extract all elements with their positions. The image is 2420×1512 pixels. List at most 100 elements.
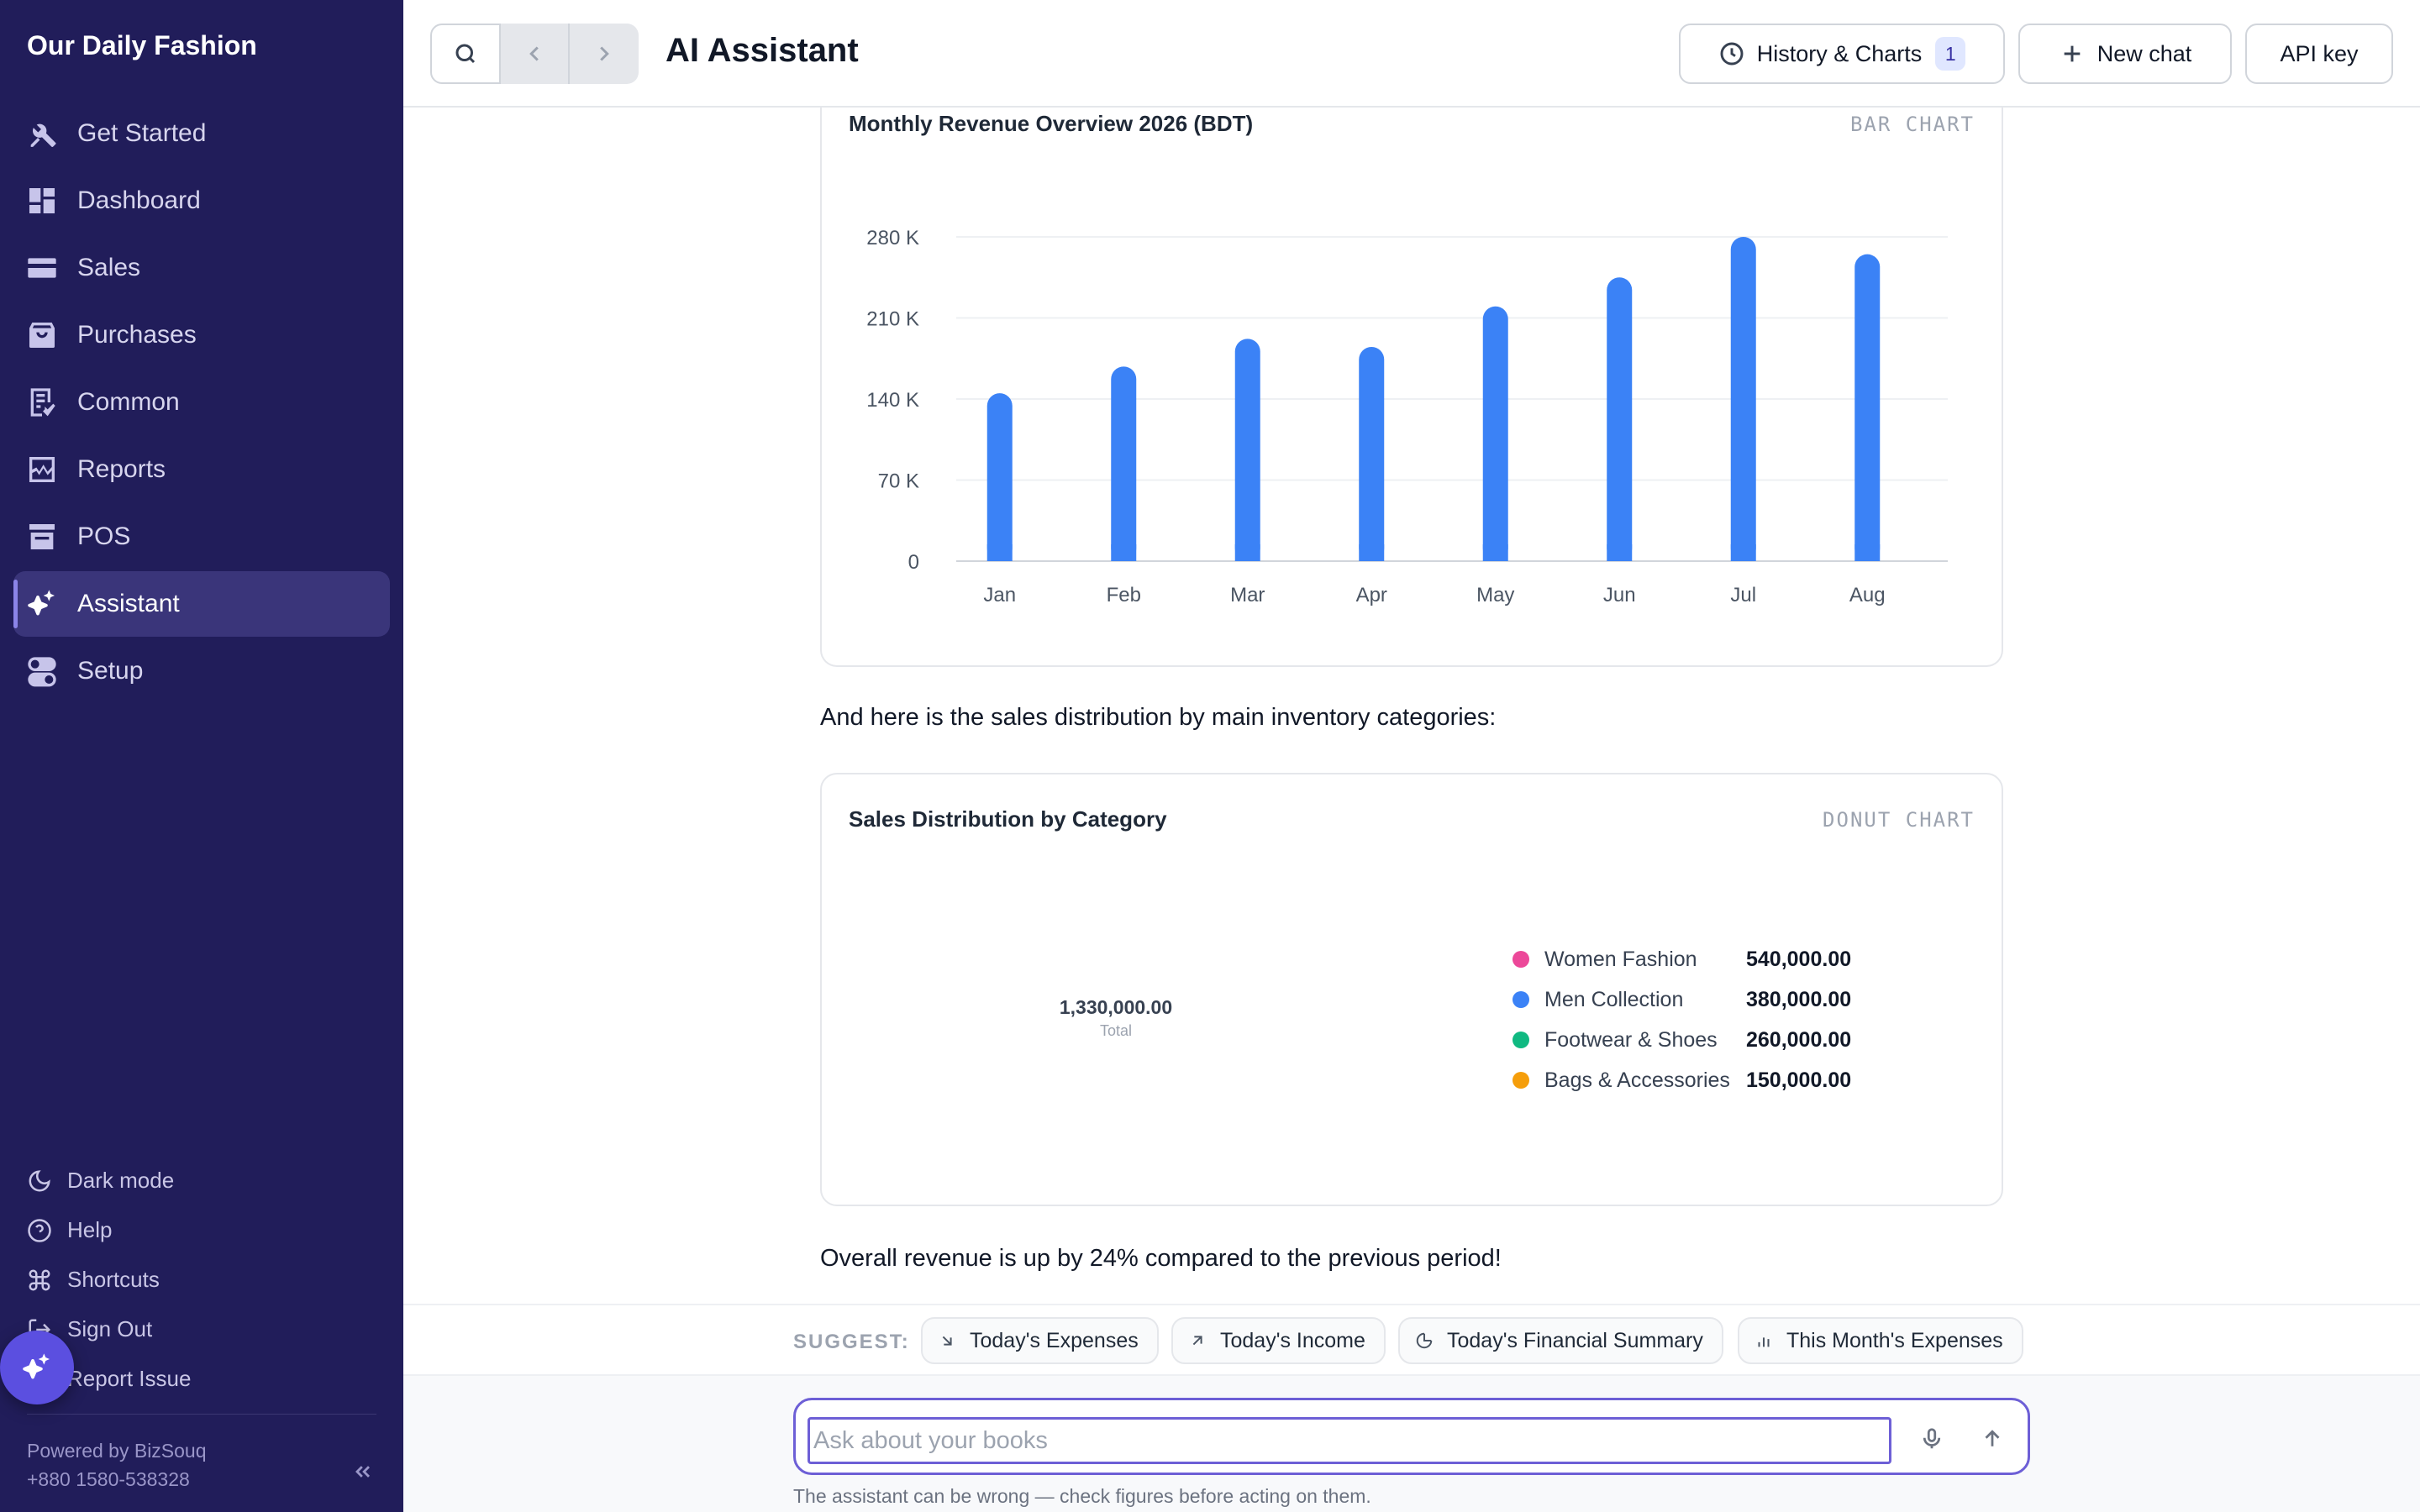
pie-icon — [1416, 1332, 1433, 1349]
y-tick-label: 140 K — [866, 389, 919, 412]
assistant-message: Overall revenue is up by 24% compared to… — [820, 1245, 1502, 1272]
sidebar-item-get-started[interactable]: Get Started — [13, 101, 390, 166]
dark-mode-label: Dark mode — [67, 1168, 175, 1193]
bar-chart: 0 70 K 140 K 210 K 280 K Jan Feb Mar Apr May Jun Ju… — [866, 227, 1948, 606]
bar — [986, 393, 1013, 561]
bar-base — [1359, 544, 1385, 561]
legend-swatch — [1512, 991, 1529, 1008]
donut-chart-card: Sales Distribution by Category DONUT CHA… — [820, 773, 2003, 1206]
sidebar-item-setup[interactable]: Setup — [13, 638, 390, 704]
x-tick-label: Apr — [1356, 584, 1387, 606]
suggestion-chip-financial-summary[interactable]: Today's Financial Summary — [1398, 1317, 1723, 1364]
new-chat-button[interactable]: New chat — [2018, 24, 2232, 84]
sidebar-item-purchases[interactable]: Purchases — [13, 302, 390, 368]
bar-chart-icon — [1758, 1337, 1770, 1347]
bar-chart-title: Monthly Revenue Overview 2026 (BDT) — [849, 111, 1254, 136]
history-charts-button[interactable]: History & Charts 1 — [1679, 24, 2005, 84]
suggestion-chip-month-expenses[interactable]: This Month's Expenses — [1738, 1317, 2023, 1364]
command-icon — [27, 1268, 52, 1293]
legend-value: 380,000.00 — [1746, 987, 1852, 1011]
legend-swatch — [1512, 951, 1529, 968]
legend-value: 150,000.00 — [1746, 1068, 1852, 1092]
legend-item: Bags & Accessories 150,000.00 — [1512, 1060, 1882, 1100]
api-key-button[interactable]: API key — [2245, 24, 2393, 84]
sidebar-item-label: Dashboard — [77, 186, 201, 214]
bar — [1234, 339, 1260, 561]
sidebar-item-sales[interactable]: Sales — [13, 235, 390, 301]
sidebar-item-dashboard[interactable]: Dashboard — [13, 168, 390, 234]
sidebar-item-label: Common — [77, 388, 180, 416]
sparkle-icon — [25, 587, 59, 621]
toggle-icon — [25, 654, 59, 688]
bar — [1730, 237, 1756, 561]
chat-input[interactable] — [808, 1417, 1891, 1464]
report-issue-link[interactable]: Report Issue — [27, 1354, 380, 1404]
voice-input-button[interactable] — [1913, 1420, 1950, 1457]
chevron-left-icon — [529, 46, 539, 61]
sign-out-link[interactable]: Sign Out — [27, 1305, 380, 1354]
bar-base — [986, 544, 1013, 561]
new-chat-label: New chat — [2096, 40, 2192, 66]
bar — [1607, 277, 1633, 561]
sidebar-item-reports[interactable]: Reports — [13, 437, 390, 502]
suggestion-bar: SUGGEST: Today's Expenses Today's Income… — [403, 1304, 2420, 1374]
back-button[interactable] — [501, 24, 570, 84]
suggestion-chip-todays-income[interactable]: Today's Income — [1171, 1317, 1386, 1364]
dark-mode-toggle[interactable]: Dark mode — [27, 1156, 380, 1205]
bar-base — [1607, 544, 1633, 561]
suggestion-chip-todays-expenses[interactable]: Today's Expenses — [921, 1317, 1159, 1364]
donut-chart-type-label: DONUT CHART — [1823, 808, 1975, 832]
legend-value: 260,000.00 — [1746, 1027, 1852, 1052]
powered-by: Powered by BizSouq +880 1580-538328 — [27, 1436, 207, 1494]
bar — [1482, 306, 1508, 561]
sidebar-item-label: Purchases — [77, 321, 197, 349]
x-tick-label: Jun — [1603, 584, 1636, 606]
chip-label: This Month's Expenses — [1786, 1328, 2003, 1352]
document-icon — [25, 386, 59, 419]
support-phone: +880 1580-538328 — [27, 1468, 190, 1490]
chip-label: Today's Financial Summary — [1447, 1328, 1703, 1352]
forward-button[interactable] — [570, 24, 639, 84]
legend-label: Footwear & Shoes — [1544, 1027, 1718, 1052]
x-tick-label: Jul — [1730, 584, 1756, 606]
donut-legend: Women Fashion 540,000.00 Men Collection … — [1512, 939, 1882, 1100]
send-button[interactable] — [1974, 1420, 2011, 1457]
collapse-sidebar-button[interactable] — [348, 1457, 378, 1487]
sidebar-nav: Get Started Dashboard Sales Purchases Co… — [13, 101, 390, 706]
help-link[interactable]: Help — [27, 1205, 380, 1255]
dashboard-icon — [25, 184, 59, 218]
assistant-fab-button[interactable] — [0, 1331, 74, 1404]
sidebar-item-pos[interactable]: POS — [13, 504, 390, 570]
wallet-icon — [25, 251, 59, 285]
assistant-message: And here is the sales distribution by ma… — [820, 704, 1497, 731]
legend-swatch — [1512, 1032, 1529, 1048]
legend-swatch — [1512, 1072, 1529, 1089]
chip-label: Today's Expenses — [970, 1328, 1139, 1352]
legend-item: Footwear & Shoes 260,000.00 — [1512, 1020, 1882, 1060]
sidebar-item-assistant[interactable]: Assistant — [13, 571, 390, 637]
sidebar-item-label: Assistant — [77, 590, 180, 617]
search-icon — [455, 44, 476, 64]
top-bar: AI Assistant History & Charts 1 New chat… — [403, 0, 2420, 108]
sidebar-item-label: POS — [77, 522, 131, 550]
bar — [1359, 346, 1385, 561]
sidebar-item-common[interactable]: Common — [13, 370, 390, 435]
y-tick-label: 280 K — [866, 227, 919, 249]
report-issue-label: Report Issue — [67, 1366, 192, 1391]
brand-name: Our Daily Fashion — [27, 30, 257, 60]
legend-label: Men Collection — [1544, 987, 1684, 1011]
history-count-badge: 1 — [1935, 37, 1966, 71]
double-chevron-left-icon — [355, 1466, 370, 1478]
help-label: Help — [67, 1217, 113, 1242]
sidebar-item-label: Sales — [77, 254, 141, 281]
x-tick-label: Jan — [983, 584, 1016, 606]
y-tick-label: 210 K — [866, 308, 919, 331]
tools-icon — [25, 117, 59, 150]
search-button[interactable] — [430, 24, 501, 84]
sign-out-label: Sign Out — [67, 1316, 153, 1341]
assistant-disclaimer: The assistant can be wrong — check figur… — [793, 1485, 1371, 1507]
shortcuts-link[interactable]: Shortcuts — [27, 1255, 380, 1305]
bar-base — [1730, 544, 1756, 561]
arrow-down-right-icon — [942, 1336, 952, 1346]
shortcuts-label: Shortcuts — [67, 1267, 160, 1292]
